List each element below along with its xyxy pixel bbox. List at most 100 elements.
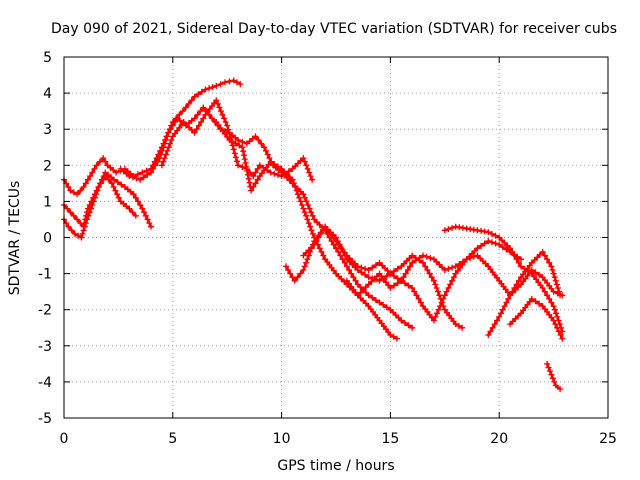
data-point: [392, 312, 399, 319]
data-point: [534, 254, 541, 261]
data-point: [357, 295, 364, 301]
data-point: [513, 256, 520, 263]
data-point: [383, 304, 390, 311]
data-point: [467, 255, 474, 261]
data-point: [308, 227, 315, 234]
data-point: [235, 162, 242, 169]
data-point: [271, 170, 278, 177]
data-point: [214, 100, 221, 107]
data-point: [91, 191, 98, 198]
data-point: [360, 297, 367, 304]
data-point: [548, 371, 555, 378]
data-point: [487, 328, 494, 335]
data-point: [306, 205, 313, 212]
data-point: [406, 255, 413, 262]
data-point: [492, 232, 499, 239]
series-arc-14: [544, 360, 564, 393]
data-point: [424, 267, 431, 273]
data-point: [252, 180, 259, 187]
data-point: [200, 115, 207, 122]
data-point: [549, 375, 556, 382]
data-point: [531, 257, 538, 264]
data-point: [404, 267, 411, 273]
data-point: [213, 97, 220, 104]
data-point: [80, 184, 87, 190]
data-point: [348, 270, 355, 277]
data-point: [300, 252, 307, 259]
data-point: [379, 262, 386, 269]
data-point: [438, 299, 445, 306]
data-point: [498, 237, 505, 244]
data-point: [445, 226, 452, 233]
y-tick-label: 2: [43, 158, 52, 174]
data-point: [285, 267, 292, 273]
data-point: [234, 79, 240, 86]
data-point: [286, 177, 293, 184]
data-point: [441, 267, 448, 273]
data-point: [512, 315, 519, 322]
data-point: [79, 230, 86, 237]
data-point: [144, 216, 151, 223]
data-point: [297, 198, 304, 205]
data-point: [168, 137, 175, 143]
data-point: [108, 180, 115, 187]
data-point: [499, 244, 506, 251]
data-point: [287, 270, 294, 277]
data-point: [129, 209, 136, 216]
data-point: [250, 173, 257, 180]
data-point: [426, 270, 433, 277]
data-point: [176, 111, 183, 118]
data-point: [135, 198, 141, 205]
data-point: [225, 126, 232, 133]
data-point: [449, 277, 456, 284]
data-point: [132, 212, 139, 219]
data-point: [141, 209, 148, 216]
data-point: [164, 147, 171, 154]
data-point: [537, 251, 543, 258]
data-point: [309, 212, 316, 219]
data-point: [241, 152, 247, 159]
data-point: [239, 144, 246, 151]
data-point: [198, 88, 205, 95]
data-point: [401, 319, 408, 326]
data-point: [357, 289, 364, 296]
data-point: [299, 202, 305, 208]
data-point: [84, 209, 91, 216]
data-point: [281, 172, 288, 179]
data-point: [315, 234, 322, 241]
data-point: [452, 321, 459, 328]
data-point: [308, 244, 315, 251]
data-point: [146, 220, 153, 227]
data-point: [507, 321, 514, 328]
data-point: [365, 274, 372, 281]
data-point: [301, 158, 308, 165]
data-point: [405, 282, 412, 289]
data-point: [200, 104, 207, 111]
data-point: [297, 157, 304, 164]
y-tick-label: -2: [38, 303, 52, 319]
data-point: [148, 169, 154, 176]
data-point: [137, 176, 144, 183]
data-point: [432, 281, 439, 288]
data-point: [267, 158, 274, 165]
data-point: [354, 263, 361, 270]
data-point: [319, 227, 326, 234]
data-point: [357, 284, 364, 291]
data-point: [333, 245, 339, 252]
data-point: [354, 292, 361, 299]
data-point: [536, 300, 543, 307]
data-point: [303, 249, 310, 256]
data-point: [430, 277, 437, 284]
data-point: [371, 276, 378, 282]
series-line: [280, 171, 414, 330]
data-point: [161, 155, 168, 162]
data-point: [362, 300, 369, 307]
y-tick-label: 1: [43, 194, 52, 210]
data-point: [553, 281, 560, 288]
data-point: [515, 277, 522, 284]
data-point: [112, 187, 119, 194]
data-point: [74, 216, 81, 223]
data-point: [459, 324, 466, 331]
data-point: [182, 104, 189, 111]
x-tick-label: 15: [381, 431, 399, 447]
